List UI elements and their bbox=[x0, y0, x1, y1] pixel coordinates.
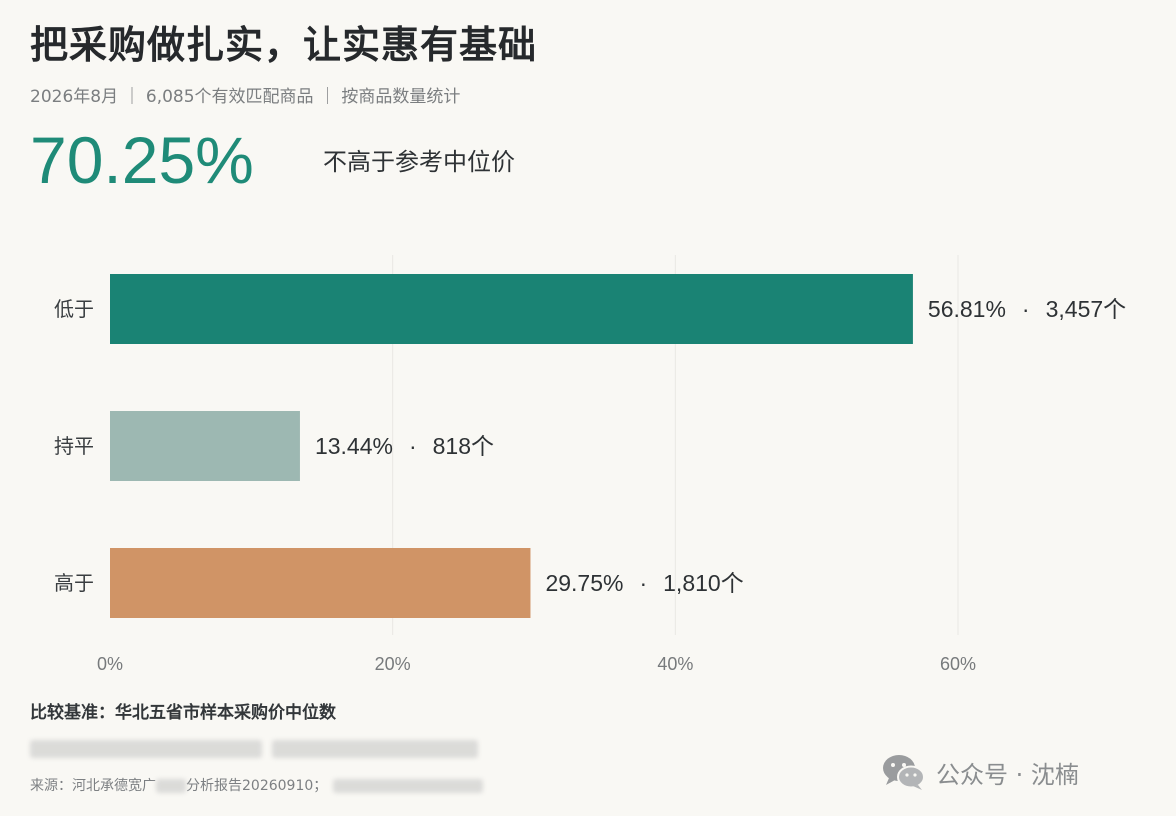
category-label: 低于 bbox=[54, 297, 94, 321]
bar bbox=[110, 274, 913, 344]
data-label-value: 13.44% bbox=[315, 433, 393, 459]
data-label: 13.44% · 818个 bbox=[315, 433, 494, 459]
data-label-separator: · bbox=[639, 570, 647, 596]
category-label: 持平 bbox=[54, 434, 94, 458]
source-line: 来源：河北承德宽广 分析报告20260910； bbox=[30, 775, 484, 795]
data-label-value: 29.75% bbox=[545, 570, 623, 596]
headline-label: 不高于参考中位价 bbox=[323, 148, 515, 176]
watermark: 公众号 · 沈楠 bbox=[880, 752, 1079, 792]
data-label: 29.75% · 1,810个 bbox=[545, 570, 743, 596]
chart-title: 把采购做扎实，让实惠有基础 bbox=[30, 23, 538, 67]
x-tick-label: 40% bbox=[657, 654, 693, 674]
redacted-text bbox=[30, 740, 262, 758]
x-tick-label: 60% bbox=[940, 654, 976, 674]
data-label-separator: · bbox=[1022, 296, 1030, 322]
data-label-value: 56.81% bbox=[928, 296, 1006, 322]
data-label-separator: · bbox=[409, 433, 417, 459]
data-label-count: 3,457个 bbox=[1046, 296, 1127, 322]
category-label: 高于 bbox=[54, 571, 94, 595]
redacted-text bbox=[156, 779, 186, 793]
data-label: 56.81% · 3,457个 bbox=[928, 296, 1126, 322]
headline-value: 70.25% bbox=[30, 123, 254, 197]
source-prefix: 来源：河北承德宽广 bbox=[30, 778, 156, 794]
x-tick-label: 0% bbox=[97, 654, 123, 674]
data-label-count: 1,810个 bbox=[663, 570, 744, 596]
x-tick-label: 20% bbox=[375, 654, 411, 674]
watermark-text: 公众号 · 沈楠 bbox=[936, 760, 1079, 789]
source-suffix: 分析报告20260910； bbox=[186, 778, 328, 794]
chart-subtitle: 2026年8月 ｜ 6,085个有效匹配商品 ｜ 按商品数量统计 bbox=[30, 87, 461, 107]
comparison-basis-note: 比较基准：华北五省市样本采购价中位数 bbox=[30, 703, 336, 723]
wechat-icon bbox=[883, 755, 925, 790]
redacted-text bbox=[272, 740, 478, 758]
bar bbox=[110, 411, 300, 481]
redacted-text bbox=[333, 779, 484, 793]
data-label-count: 818个 bbox=[433, 433, 494, 459]
bar bbox=[110, 548, 531, 618]
